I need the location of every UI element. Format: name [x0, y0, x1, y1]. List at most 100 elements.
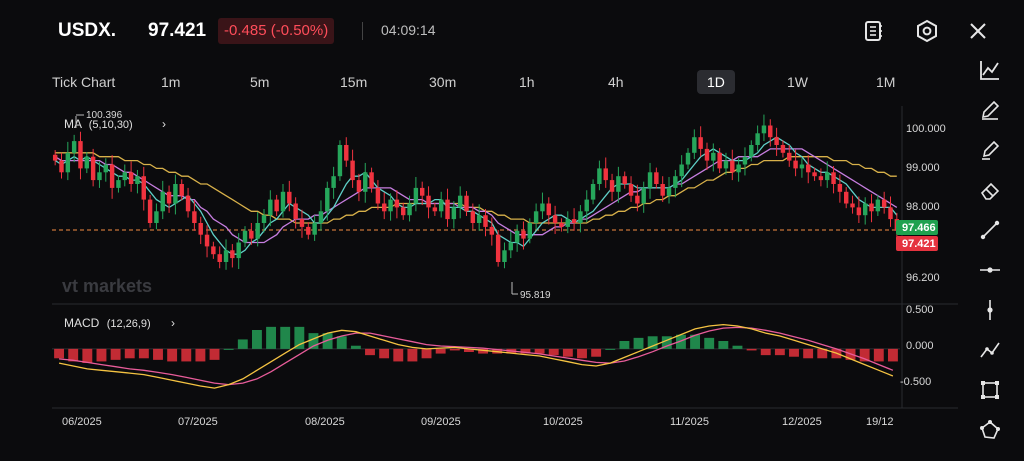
candle-body — [787, 152, 792, 161]
candle-body — [514, 230, 520, 243]
macd-histogram-bar — [379, 348, 390, 359]
timeframe-1m[interactable]: 1m — [161, 74, 181, 90]
polyline-icon[interactable] — [978, 338, 1002, 362]
candle-body — [837, 184, 843, 192]
line-chart-icon[interactable] — [978, 58, 1002, 82]
ma-indicator-label[interactable]: MA (5,10,30) — [64, 117, 133, 131]
settings-hex-icon[interactable] — [914, 18, 940, 44]
candle-body — [647, 172, 653, 188]
candle-body — [173, 184, 178, 204]
horizontal-line-icon[interactable] — [978, 258, 1002, 282]
vertical-line-icon[interactable] — [978, 298, 1002, 322]
trendline-icon[interactable] — [978, 218, 1002, 242]
candle-body — [476, 215, 482, 223]
macd-histogram-bar — [96, 348, 107, 362]
ma-params: (5,10,30) — [89, 119, 133, 131]
timeframe-1d[interactable]: 1D — [697, 70, 735, 94]
candle-body — [799, 164, 805, 169]
macd-axis-tick-pos: 0.500 — [906, 304, 934, 316]
macd-histogram-bar — [280, 326, 291, 349]
ma-label: MA — [64, 117, 82, 131]
macd-histogram-bar — [661, 336, 672, 349]
macd-histogram-bar — [435, 348, 446, 354]
macd-histogram-bar — [350, 345, 361, 349]
candle-body — [654, 172, 659, 184]
notebook-icon[interactable] — [860, 18, 886, 44]
candle-body — [242, 230, 248, 243]
candle-body — [331, 176, 336, 188]
candle-body — [578, 211, 583, 223]
shape-icon[interactable] — [978, 418, 1002, 442]
ask-price-tag — [896, 236, 938, 251]
macd-histogram-bar — [690, 334, 701, 349]
candle-body — [413, 187, 419, 204]
macd-histogram-bar — [68, 348, 79, 362]
candle-body — [597, 168, 602, 184]
candle-body — [590, 184, 596, 200]
symbol-name[interactable]: USDX. — [58, 20, 117, 41]
candle-body — [261, 215, 267, 223]
candle-body — [780, 145, 786, 153]
candle-body — [793, 160, 798, 169]
candle-body — [470, 211, 476, 223]
timeframe-30m[interactable]: 30m — [429, 74, 457, 90]
timeframe-bar: Tick Chart 1m 5m 15m 30m 1h 4h 1D 1W 1M — [0, 66, 940, 96]
candle-body — [704, 148, 710, 161]
candle-body — [179, 184, 184, 196]
eraser-icon[interactable] — [978, 178, 1002, 202]
high-annotation: 100.396 — [86, 110, 123, 121]
candle-body — [198, 223, 203, 235]
macd-histogram-bar — [591, 348, 602, 357]
candle-body — [552, 215, 558, 223]
timeframe-5m[interactable]: 5m — [250, 74, 270, 90]
macd-histogram-bar — [760, 348, 771, 356]
macd-histogram-bar — [746, 348, 757, 351]
timeframe-tick-chart[interactable]: Tick Chart — [52, 74, 116, 90]
candle-body — [736, 164, 741, 173]
candle-body — [888, 207, 893, 220]
macd-histogram-bar — [817, 348, 828, 359]
candle-body — [204, 234, 210, 247]
candle-body — [502, 250, 507, 262]
candle-body — [217, 254, 222, 262]
macd-params: (12,26,9) — [107, 318, 151, 330]
candle-body — [540, 203, 545, 212]
candle-body — [483, 215, 488, 227]
candle-body — [641, 187, 646, 204]
server-time: 04:09:14 — [381, 22, 436, 38]
timeframe-15m[interactable]: 15m — [340, 74, 368, 90]
candle-body — [438, 199, 444, 212]
candle-body — [185, 195, 191, 212]
candle-body — [128, 172, 134, 184]
candle-body — [660, 184, 665, 196]
close-icon[interactable] — [965, 18, 991, 44]
candle-body — [723, 160, 729, 169]
candle-body — [685, 152, 691, 165]
candle-body — [166, 191, 172, 204]
timeframe-4h[interactable]: 4h — [608, 74, 624, 90]
candle-body — [489, 226, 495, 235]
macd-indicator-label[interactable]: MACD (12,26,9) — [64, 316, 151, 330]
candle-body — [749, 145, 754, 157]
timeframe-1h[interactable]: 1h — [519, 74, 535, 90]
timeframe-1w[interactable]: 1W — [787, 74, 808, 90]
timeframe-1m-month[interactable]: 1M — [876, 74, 896, 90]
macd-histogram-bar — [859, 348, 870, 362]
marker-icon[interactable] — [978, 138, 1002, 162]
pencil-icon[interactable] — [978, 98, 1002, 122]
rectangle-icon[interactable] — [978, 378, 1002, 402]
candle-body — [192, 211, 197, 223]
candle-body — [806, 164, 811, 173]
candle-body — [603, 168, 608, 181]
price-axis-tick-99: 99.000 — [906, 162, 940, 174]
drawing-toolbar — [960, 52, 1024, 452]
macd-histogram-bar — [308, 333, 319, 349]
candle-body — [419, 187, 425, 196]
macd-histogram-bar — [336, 336, 347, 349]
ma-expand-chevron-icon[interactable]: › — [162, 117, 166, 131]
candle-body — [666, 187, 672, 196]
price-chart[interactable]: MA (5,10,30) › MACD (12,26,9) › vt marke… — [0, 96, 960, 461]
candle-body — [318, 211, 324, 223]
macd-expand-chevron-icon[interactable]: › — [171, 316, 175, 330]
candle-body — [856, 207, 862, 216]
